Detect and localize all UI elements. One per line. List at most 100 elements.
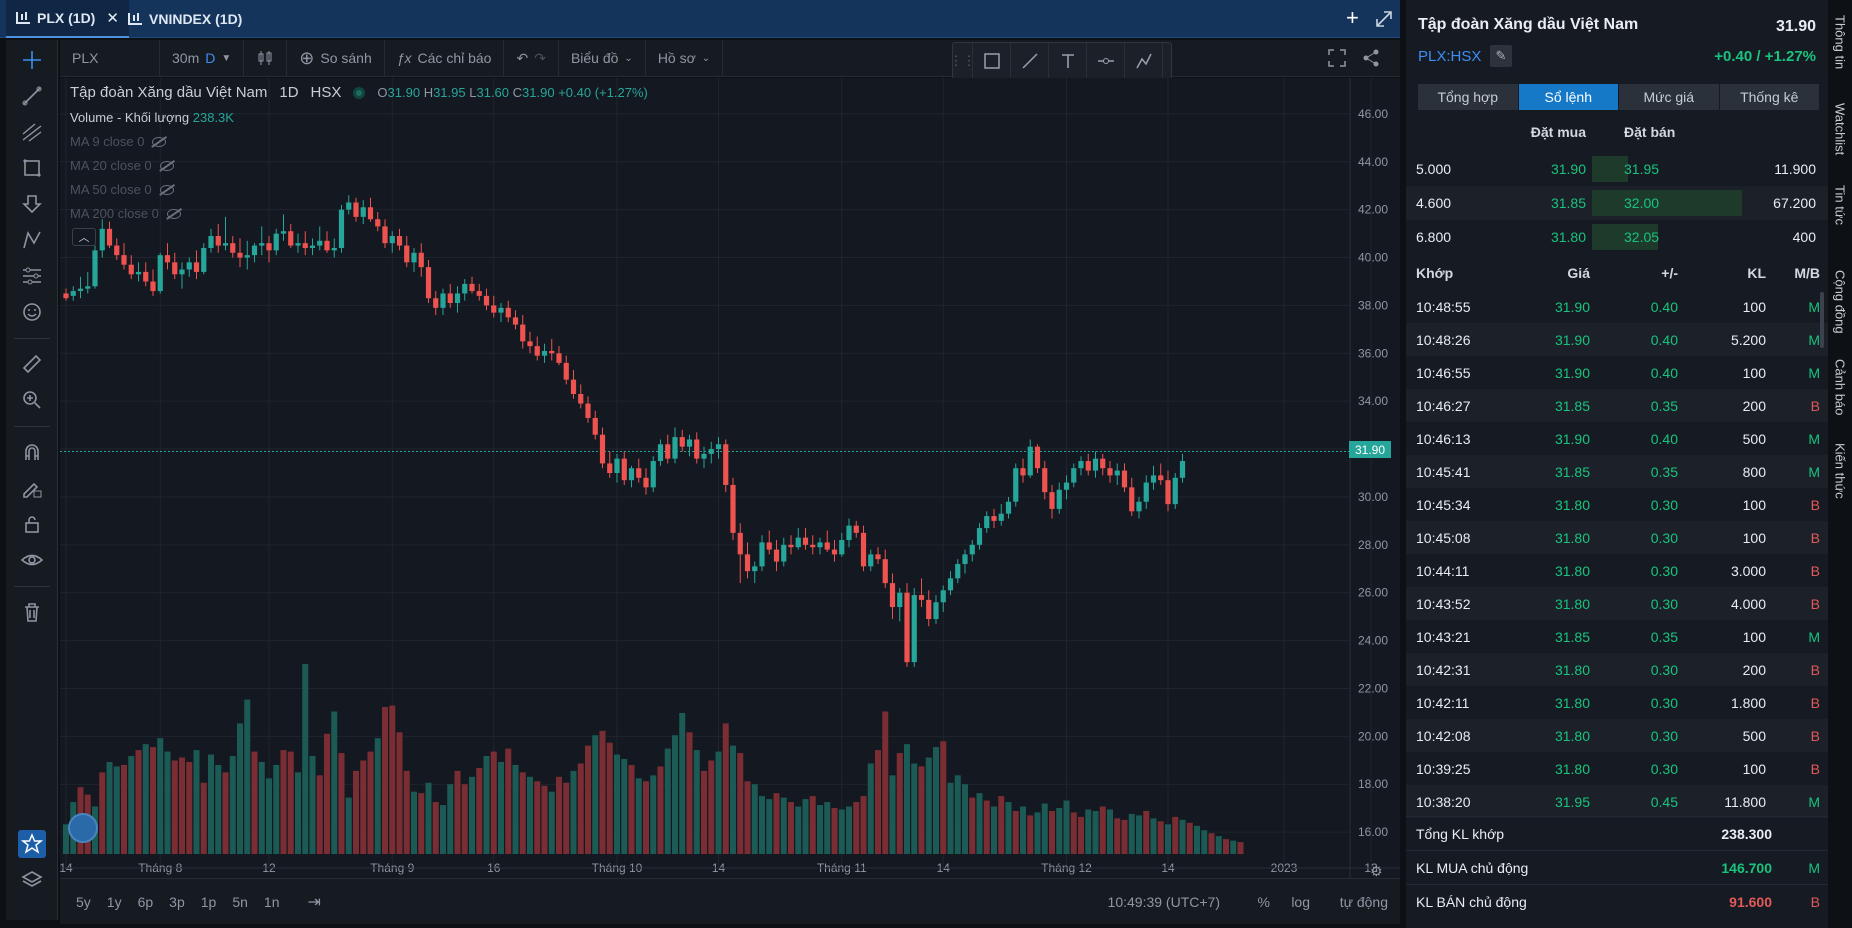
crosshair-icon[interactable] bbox=[18, 46, 46, 74]
candle-body bbox=[723, 444, 729, 485]
indicators-button[interactable]: ƒx Các chỉ báo bbox=[385, 39, 505, 77]
side-tab-community[interactable]: Cộng đồng bbox=[1832, 270, 1848, 334]
orderbook-row[interactable]: 5.000 31.90 31.95 11.900 bbox=[1406, 152, 1828, 186]
trash-icon[interactable] bbox=[18, 598, 46, 626]
lock-icon[interactable] bbox=[18, 510, 46, 538]
price-change: +0.40 / +1.27% bbox=[1714, 48, 1816, 65]
hidden-eye-icon[interactable] bbox=[166, 208, 181, 219]
rectangle-icon[interactable] bbox=[18, 154, 46, 182]
side-tab-news[interactable]: Tin tức bbox=[1832, 184, 1848, 225]
ma20-legend[interactable]: MA 20 close 0 bbox=[70, 158, 174, 173]
side-tab-info[interactable]: Thông tin bbox=[1832, 14, 1848, 70]
candle-body bbox=[585, 403, 591, 418]
line-tool-icon[interactable] bbox=[1011, 43, 1049, 79]
volume-bar bbox=[621, 759, 628, 854]
side-tab-watchlist[interactable]: Watchlist bbox=[1832, 102, 1848, 156]
tab-statistics[interactable]: Thống kê bbox=[1719, 84, 1820, 110]
candle-body bbox=[1013, 468, 1019, 502]
trendline-icon[interactable] bbox=[18, 82, 46, 110]
range-6m[interactable]: 6p bbox=[137, 893, 154, 910]
zoom-in-icon[interactable] bbox=[18, 386, 46, 414]
trade-row: 10:48:55 31.90 0.40 100 M bbox=[1406, 290, 1828, 323]
chart-canvas[interactable]: 46.0044.0042.0040.0038.0036.0034.0032.00… bbox=[60, 78, 1400, 878]
trade-time: 10:42:08 bbox=[1416, 728, 1471, 744]
profile-menu[interactable]: Hồ sơ ⌄ bbox=[646, 39, 724, 77]
candle-body bbox=[810, 544, 816, 548]
range-1m[interactable]: 1p bbox=[200, 893, 217, 910]
text-tool-icon[interactable] bbox=[1049, 43, 1087, 79]
range-1y[interactable]: 1y bbox=[106, 893, 122, 910]
close-icon[interactable]: ✕ bbox=[106, 10, 119, 27]
magnet-icon[interactable] bbox=[18, 438, 46, 466]
volume-bar bbox=[316, 775, 323, 854]
volume-bar bbox=[461, 784, 468, 854]
settings-gear-icon[interactable]: ⚙ bbox=[1370, 864, 1383, 878]
ma9-legend[interactable]: MA 9 close 0 bbox=[70, 134, 167, 149]
side-tab-alerts[interactable]: Cảnh báo bbox=[1832, 358, 1848, 416]
fullscreen-icon[interactable] bbox=[1328, 49, 1346, 70]
auto-scale-toggle[interactable]: tự động bbox=[1339, 893, 1388, 910]
collapse-legend-button[interactable]: ︿ bbox=[72, 228, 96, 246]
profile-label: Hồ sơ bbox=[657, 50, 696, 66]
tab-plx[interactable]: PLX (1D) ✕ bbox=[6, 0, 129, 38]
share-icon[interactable] bbox=[1362, 49, 1380, 70]
hline-tool-icon[interactable] bbox=[1087, 43, 1125, 79]
scrollbar[interactable] bbox=[1820, 292, 1824, 348]
hidden-eye-icon[interactable] bbox=[159, 184, 174, 195]
volume-bar bbox=[1208, 833, 1215, 854]
star-icon[interactable] bbox=[18, 830, 46, 858]
ask-price: 31.95 bbox=[1624, 161, 1660, 177]
logo-icon[interactable] bbox=[68, 813, 98, 843]
tab-vnindex[interactable]: VNINDEX (1D) bbox=[118, 0, 252, 38]
price-chart[interactable]: 46.0044.0042.0040.0038.0036.0034.0032.00… bbox=[60, 78, 1400, 878]
tab-orderbook[interactable]: Sổ lệnh bbox=[1518, 84, 1619, 110]
side-tabs: Thông tin Watchlist Tin tức Cộng đồng Cả… bbox=[1828, 0, 1852, 928]
range-5y[interactable]: 5y bbox=[76, 893, 91, 910]
redo-icon[interactable]: ↷ bbox=[534, 49, 546, 66]
pencil-icon[interactable]: ✎ bbox=[1490, 45, 1512, 67]
path-tool-icon[interactable] bbox=[1125, 43, 1163, 79]
ruler-icon[interactable] bbox=[18, 350, 46, 378]
candle-type-button[interactable] bbox=[244, 39, 288, 77]
candle-body bbox=[114, 245, 120, 256]
chart-type-menu[interactable]: Biểu đồ ⌄ bbox=[559, 39, 646, 77]
side-tab-learn[interactable]: Kiến thức bbox=[1832, 443, 1848, 499]
log-toggle[interactable]: log bbox=[1291, 893, 1310, 910]
hidden-eye-icon[interactable] bbox=[159, 160, 174, 171]
interval-select[interactable]: 30m D ▼ bbox=[160, 39, 245, 77]
eye-icon[interactable] bbox=[18, 546, 46, 574]
lock-pencil-icon[interactable] bbox=[18, 474, 46, 502]
range-5d[interactable]: 5n bbox=[232, 893, 248, 910]
add-tab-icon[interactable]: + bbox=[1346, 5, 1359, 30]
ma200-legend[interactable]: MA 200 close 0 bbox=[70, 206, 181, 221]
candle-body bbox=[984, 516, 990, 529]
undo-icon[interactable]: ↶ bbox=[516, 49, 529, 66]
candle-body bbox=[346, 202, 352, 210]
trade-volume: 500 bbox=[1742, 728, 1766, 744]
pattern-icon[interactable] bbox=[18, 226, 46, 254]
symbol-search[interactable]: PLX bbox=[60, 39, 160, 77]
compare-button[interactable]: ⊕ So sánh bbox=[287, 39, 385, 77]
ma50-legend[interactable]: MA 50 close 0 bbox=[70, 182, 174, 197]
ticker-link[interactable]: PLX:HSX bbox=[1418, 48, 1482, 65]
orderbook-row[interactable]: 6.800 31.80 32.05 400 bbox=[1406, 220, 1828, 254]
arrow-down-icon[interactable] bbox=[18, 190, 46, 218]
range-3m[interactable]: 3p bbox=[169, 893, 185, 910]
volume-bar bbox=[164, 751, 171, 854]
go-to-date-icon[interactable]: ⇥ bbox=[307, 893, 321, 911]
volume-bar bbox=[773, 793, 780, 854]
range-1d[interactable]: 1n bbox=[263, 893, 280, 910]
fib-icon[interactable] bbox=[18, 118, 46, 146]
tab-price-levels[interactable]: Mức giá bbox=[1619, 84, 1720, 110]
forecast-icon[interactable] bbox=[18, 262, 46, 290]
layers-icon[interactable] bbox=[18, 866, 46, 894]
rectangle-tool-icon[interactable] bbox=[973, 43, 1011, 79]
tab-summary[interactable]: Tổng hợp bbox=[1418, 84, 1519, 110]
expand-icon[interactable] bbox=[1375, 10, 1393, 28]
hidden-eye-icon[interactable] bbox=[152, 136, 167, 147]
plus-circle-icon: ⊕ bbox=[299, 47, 315, 68]
drag-handle-icon[interactable]: ⋮⋮ bbox=[950, 43, 976, 79]
emoji-icon[interactable] bbox=[18, 298, 46, 326]
orderbook-row[interactable]: 4.600 31.85 32.00 67.200 bbox=[1406, 186, 1828, 220]
percent-toggle[interactable]: % bbox=[1257, 893, 1270, 910]
